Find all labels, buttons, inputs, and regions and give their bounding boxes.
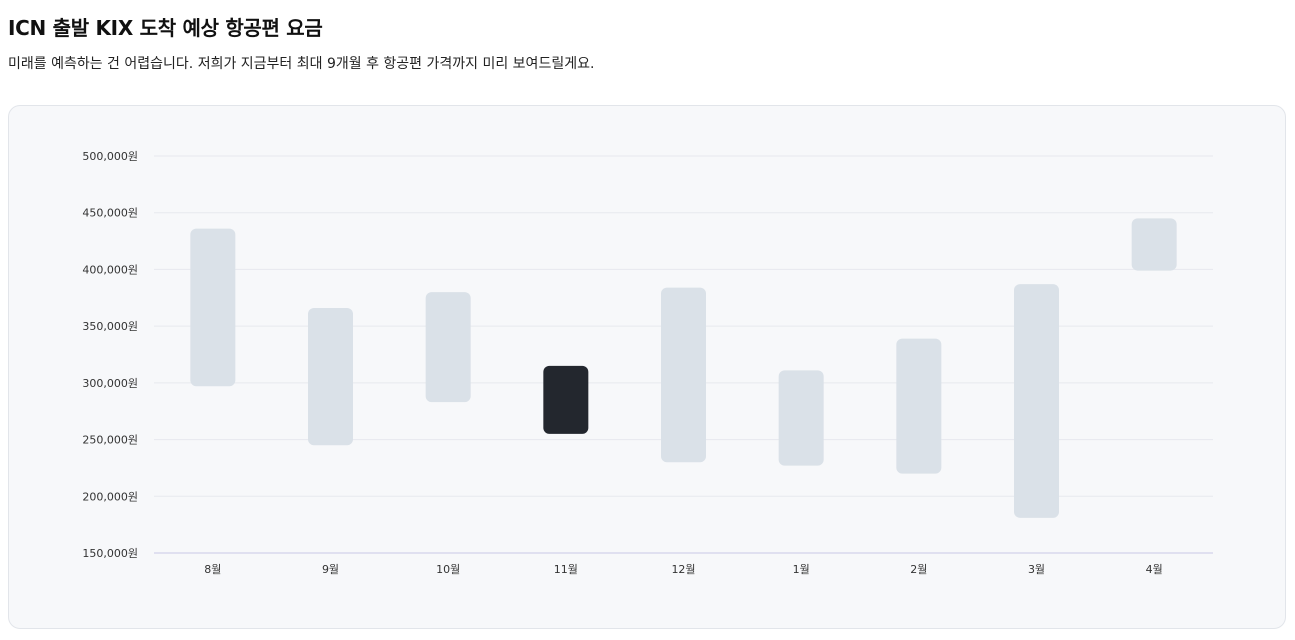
price-range-bar <box>1014 284 1059 518</box>
page-subtitle: 미래를 예측하는 건 어렵습니다. 저희가 지금부터 최대 9개월 후 항공편 … <box>8 56 595 72</box>
x-tick-label: 8월 <box>204 563 221 576</box>
price-range-bar <box>308 307 353 446</box>
y-tick-label: 500,000원 <box>82 150 138 163</box>
price-range-bar <box>190 228 236 387</box>
y-tick-label: 450,000원 <box>82 207 138 220</box>
x-tick-label: 2월 <box>910 563 927 576</box>
price-range-bar <box>425 292 471 403</box>
price-chart-card: 150,000원 200,000원 250,000원 300,000원 350,000원… <box>8 105 1286 629</box>
x-tick-label: 3월 <box>1028 563 1045 576</box>
x-tick-label: 12월 <box>671 563 695 576</box>
y-tick-label: 200,000원 <box>82 490 138 503</box>
x-tick-label: 9월 <box>322 563 339 576</box>
x-tick-label: 1월 <box>793 563 810 576</box>
y-tick-label: 350,000원 <box>82 320 138 333</box>
x-tick-label: 4월 <box>1146 563 1163 576</box>
x-tick-label: 11월 <box>554 563 578 576</box>
page-title: ICN 출발 KIX 도착 예상 항공편 요금 <box>8 16 323 40</box>
price-range-bar <box>661 287 706 463</box>
price-range-bar <box>1131 218 1177 271</box>
price-range-bar <box>896 338 942 474</box>
y-tick-label: 400,000원 <box>82 263 138 276</box>
y-tick-label: 250,000원 <box>82 434 138 447</box>
y-tick-label: 300,000원 <box>82 377 138 390</box>
price-range-bars <box>190 218 1177 518</box>
price-range-bar-selected <box>543 365 589 434</box>
price-forecast-chart: 150,000원 200,000원 250,000원 300,000원 350,000원… <box>82 150 1213 576</box>
y-axis-ticks: 150,000원 200,000원 250,000원 300,000원 350,000원… <box>82 150 138 560</box>
x-axis-ticks: 8월 9월 10월 11월 12월 1월 2월 3월 4월 <box>204 563 1162 576</box>
y-tick-label: 150,000원 <box>82 547 138 560</box>
price-range-bar <box>778 370 824 466</box>
x-tick-label: 10월 <box>436 563 460 576</box>
